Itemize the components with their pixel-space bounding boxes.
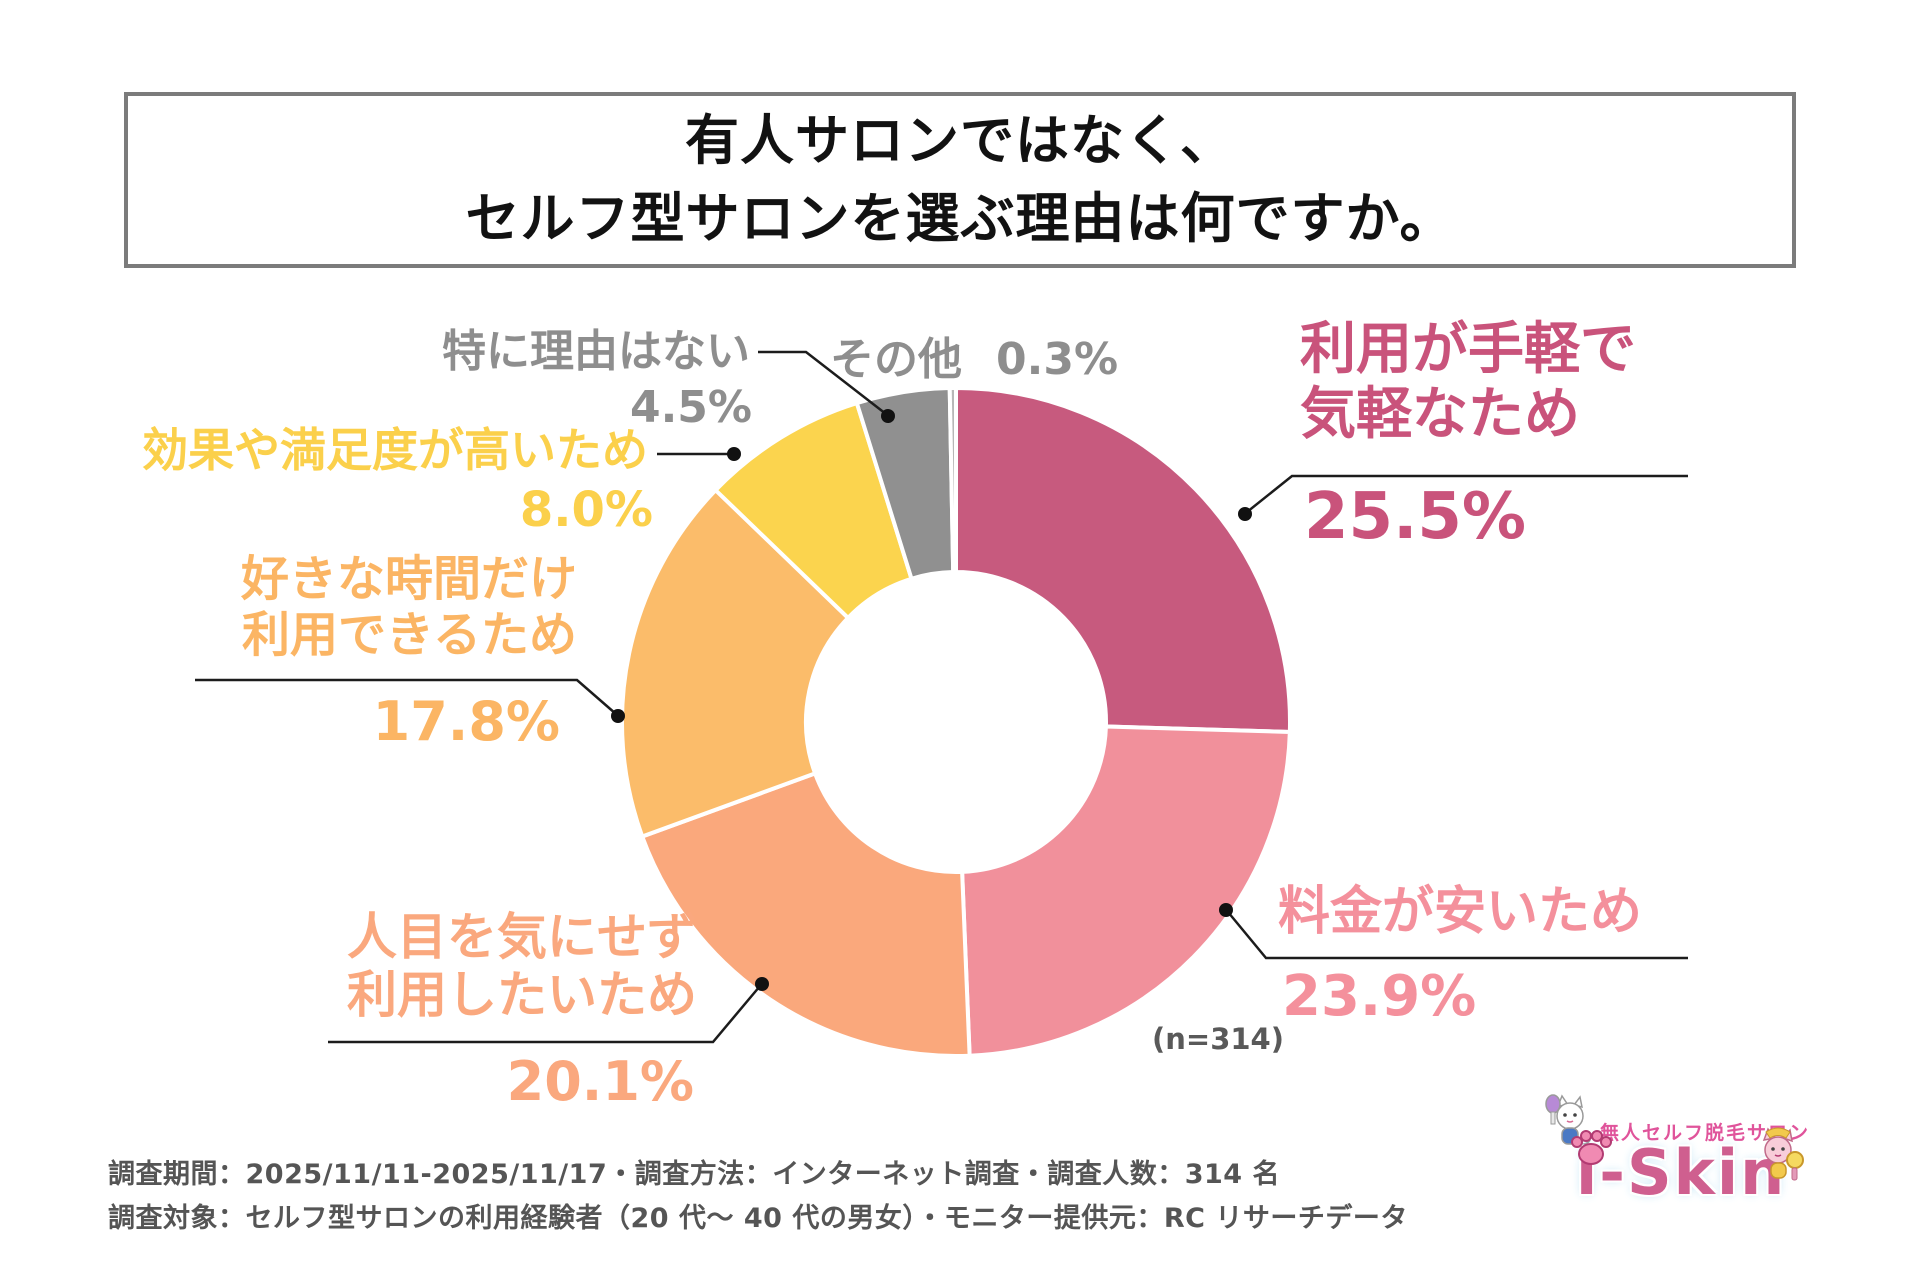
leader-dot <box>727 447 741 461</box>
callout-label-jikan: 好きな時間だけ 利用できるため <box>240 551 577 663</box>
page-title-line2: セルフ型サロンを選ぶ理由は何ですか。 <box>465 187 1455 250</box>
leader-line <box>1246 474 1688 513</box>
donut-slice <box>620 487 851 840</box>
logo-tagline: 無人セルフ脱毛サロン <box>1600 1122 1811 1144</box>
leader-line <box>328 985 761 1044</box>
percent-label-sonota: 0.3% <box>996 334 1119 385</box>
brand-logo: 無人セルフ脱毛サロン i-Skin <box>1540 1086 1830 1246</box>
callout-label-hitome: 人目を気にせず 利用したいため <box>347 908 697 1024</box>
donut-slice <box>639 770 972 1058</box>
donut-slice <box>947 385 958 575</box>
percent-label-riyuunashi: 4.5% <box>629 382 752 433</box>
paw-icon <box>1571 1130 1612 1165</box>
percent-label-ryoukin: 23.9% <box>1282 964 1477 1029</box>
leader-line <box>1227 911 1688 960</box>
sample-size-note: (n=314) <box>1152 1022 1284 1056</box>
leader-dot <box>1238 507 1252 521</box>
callout-label-riyuunashi: 特に理由はない <box>442 326 750 377</box>
percent-label-teigaru: 25.5% <box>1304 480 1527 554</box>
callout-label-teigaru: 利用が手軽で 気軽なため <box>1300 317 1636 447</box>
leader-dot <box>1219 903 1233 917</box>
percent-label-hitome: 20.1% <box>506 1050 694 1113</box>
title-box: 有人サロンではなく、 セルフ型サロンを選ぶ理由は何ですか。 <box>124 92 1796 268</box>
callout-label-ryoukin: 料金が安いため <box>1278 882 1643 942</box>
donut-slices-group <box>620 385 1292 1058</box>
percent-label-kouka: 8.0% <box>519 482 653 538</box>
leader-dot <box>611 709 625 723</box>
callout-label-sonota: その他 0.3% <box>830 334 1119 385</box>
donut-slice <box>954 385 1292 735</box>
leader-line <box>195 678 617 715</box>
page-title-line1: 有人サロンではなく、 <box>685 108 1235 172</box>
leader-line <box>758 350 887 415</box>
mascot-cat-left-icon <box>1545 1094 1591 1146</box>
survey-footer-line1: 調査期間：2025/11/11-2025/11/17・調査方法：インターネット調… <box>108 1159 1280 1190</box>
percent-label-jikan: 17.8% <box>372 690 560 753</box>
leader-dot <box>881 409 895 423</box>
brand-name: i-Skin <box>1576 1136 1787 1209</box>
survey-footer-line2: 調査対象：セルフ型サロンの利用経験者（20 代〜 40 代の男女）・モニター提供… <box>108 1203 1408 1234</box>
leader-dot <box>755 977 769 991</box>
callout-label-kouka: 効果や満足度が高いため <box>142 423 648 477</box>
mascot-cat-right-icon <box>1762 1127 1804 1181</box>
donut-slice <box>960 724 1292 1058</box>
